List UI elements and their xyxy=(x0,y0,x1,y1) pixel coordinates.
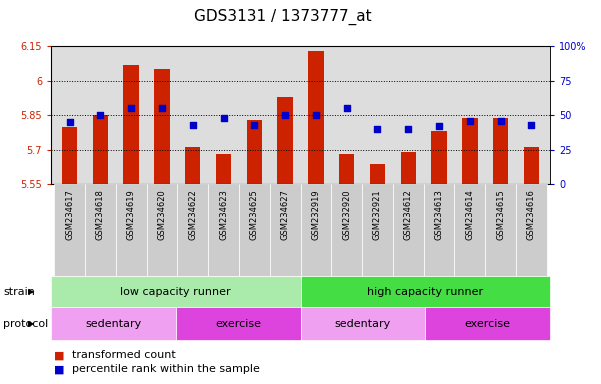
Point xyxy=(526,122,536,128)
Text: GSM234619: GSM234619 xyxy=(127,189,136,240)
Text: strain: strain xyxy=(3,287,35,297)
Bar xyxy=(123,65,139,184)
Bar xyxy=(246,120,262,184)
Bar xyxy=(239,184,270,276)
Text: exercise: exercise xyxy=(465,318,511,329)
Bar xyxy=(85,184,116,276)
Bar xyxy=(93,115,108,184)
Text: GSM234622: GSM234622 xyxy=(188,189,197,240)
Text: protocol: protocol xyxy=(3,318,48,329)
Point xyxy=(219,115,228,121)
Bar xyxy=(62,127,78,184)
Text: GDS3131 / 1373777_at: GDS3131 / 1373777_at xyxy=(194,9,371,25)
Bar xyxy=(185,147,200,184)
Point xyxy=(342,105,352,111)
Bar xyxy=(278,97,293,184)
Point xyxy=(249,122,259,128)
Text: GSM234615: GSM234615 xyxy=(496,189,505,240)
Bar xyxy=(523,147,539,184)
Text: high capacity runner: high capacity runner xyxy=(367,287,483,297)
Bar xyxy=(116,184,147,276)
Text: GSM234618: GSM234618 xyxy=(96,189,105,240)
Bar xyxy=(154,69,169,184)
Text: GSM232919: GSM232919 xyxy=(311,189,320,240)
Text: GSM234613: GSM234613 xyxy=(435,189,444,240)
Point xyxy=(280,112,290,118)
Point xyxy=(373,126,382,132)
Point xyxy=(96,112,105,118)
Point xyxy=(65,119,75,125)
Text: GSM234627: GSM234627 xyxy=(281,189,290,240)
Point xyxy=(403,126,413,132)
Bar xyxy=(208,184,239,276)
Bar xyxy=(424,184,454,276)
Bar xyxy=(331,184,362,276)
Text: exercise: exercise xyxy=(215,318,261,329)
Text: GSM234620: GSM234620 xyxy=(157,189,166,240)
Text: GSM232921: GSM232921 xyxy=(373,189,382,240)
Text: ■: ■ xyxy=(54,364,64,374)
Bar xyxy=(339,154,355,184)
Bar xyxy=(493,118,508,184)
Text: GSM234623: GSM234623 xyxy=(219,189,228,240)
Point xyxy=(188,122,198,128)
Text: GSM234617: GSM234617 xyxy=(65,189,74,240)
Text: ▶: ▶ xyxy=(28,287,34,296)
Point xyxy=(311,112,321,118)
Bar xyxy=(362,184,393,276)
Bar xyxy=(454,184,485,276)
Text: low capacity runner: low capacity runner xyxy=(120,287,231,297)
Text: ■: ■ xyxy=(54,350,64,360)
Point xyxy=(126,105,136,111)
Text: transformed count: transformed count xyxy=(72,350,176,360)
Bar xyxy=(147,184,177,276)
Text: GSM234616: GSM234616 xyxy=(527,189,536,240)
Point xyxy=(157,105,166,111)
Text: GSM234614: GSM234614 xyxy=(465,189,474,240)
Bar xyxy=(393,184,424,276)
Bar xyxy=(370,164,385,184)
Bar xyxy=(308,51,323,184)
Bar xyxy=(177,184,208,276)
Point xyxy=(496,118,505,124)
Bar xyxy=(516,184,547,276)
Text: sedentary: sedentary xyxy=(85,318,142,329)
Bar xyxy=(54,184,85,276)
Text: sedentary: sedentary xyxy=(335,318,391,329)
Point xyxy=(465,118,475,124)
Bar xyxy=(270,184,300,276)
Bar xyxy=(432,131,447,184)
Bar xyxy=(401,152,416,184)
Text: GSM232920: GSM232920 xyxy=(342,189,351,240)
Point xyxy=(435,123,444,129)
Bar xyxy=(462,118,478,184)
Bar xyxy=(485,184,516,276)
Text: GSM234612: GSM234612 xyxy=(404,189,413,240)
Text: ▶: ▶ xyxy=(28,319,34,328)
Bar xyxy=(216,154,231,184)
Bar xyxy=(300,184,331,276)
Text: percentile rank within the sample: percentile rank within the sample xyxy=(72,364,260,374)
Text: GSM234625: GSM234625 xyxy=(250,189,259,240)
